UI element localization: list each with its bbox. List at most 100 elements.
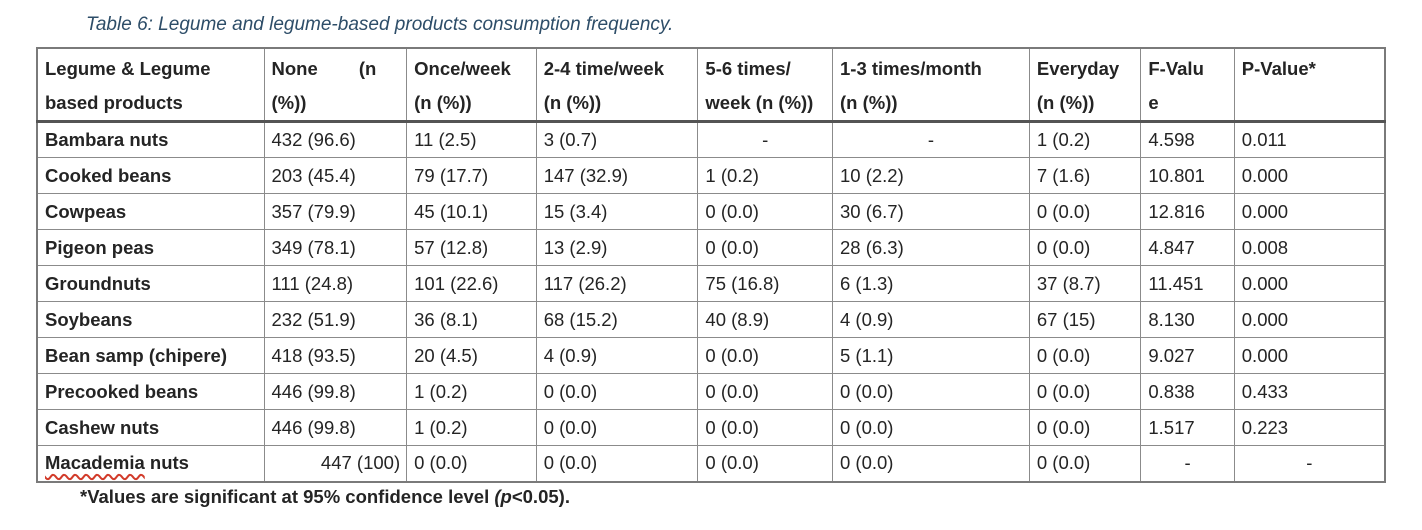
table-cell: 11 (2.5) xyxy=(406,121,537,158)
table-cell: 0.433 xyxy=(1233,373,1386,410)
table-cell: 9.027 xyxy=(1140,337,1235,374)
row-label: Cashew nuts xyxy=(36,409,265,446)
table-cell: 1 (0.2) xyxy=(1028,121,1142,158)
column-header-f-value: F-Valu e xyxy=(1140,47,1235,123)
table-cell: 36 (8.1) xyxy=(406,301,537,338)
row-label: Cooked beans xyxy=(36,157,265,194)
header-row: Legume & Legume based products None (n (%))… xyxy=(36,47,1386,123)
table-cell: 0.838 xyxy=(1140,373,1235,410)
table-cell: 6 (1.3) xyxy=(832,265,1030,302)
table-cell: 0.000 xyxy=(1233,265,1386,302)
column-header-p-value: P-Value* xyxy=(1233,47,1386,123)
header-line: (n (%)) xyxy=(414,92,472,113)
table-cell: 67 (15) xyxy=(1028,301,1142,338)
table-row: Bean samp (chipere) 418 (93.5) 20 (4.5) 4 (… xyxy=(36,337,1386,374)
column-header-everyday: Everyday (n (%)) xyxy=(1028,47,1142,123)
header-line: (n (%)) xyxy=(1036,92,1095,113)
table-cell: 4.598 xyxy=(1140,121,1235,158)
table-cell: - xyxy=(697,121,833,158)
header-line: F-Valu xyxy=(1148,58,1204,79)
table-cell: 0 (0.0) xyxy=(406,445,537,482)
table-cell: 203 (45.4) xyxy=(263,157,408,194)
header-line: P-Value* xyxy=(1241,58,1316,79)
table-cell: 357 (79.9) xyxy=(263,193,408,230)
table-cell: 15 (3.4) xyxy=(535,193,699,230)
table-cell: 79 (17.7) xyxy=(406,157,537,194)
table-cell: 57 (12.8) xyxy=(406,229,537,266)
table-cell: 117 (26.2) xyxy=(535,265,699,302)
table-cell: 1 (0.2) xyxy=(697,157,833,194)
table-row: Precooked beans 446 (99.8) 1 (0.2) 0 (0.0) 0… xyxy=(36,373,1386,410)
table-cell: - xyxy=(832,121,1030,158)
table-cell: 0.000 xyxy=(1233,157,1386,194)
table-cell: 12.816 xyxy=(1140,193,1235,230)
table-cell: - xyxy=(1233,445,1386,482)
table-row: Pigeon peas 349 (78.1) 57 (12.8) 13 (2.9) 0 … xyxy=(36,229,1386,266)
header-line: week (n (%)) xyxy=(705,92,814,113)
table-cell: 37 (8.7) xyxy=(1028,265,1142,302)
table-cell: 111 (24.8) xyxy=(263,265,408,302)
table-cell: 0 (0.0) xyxy=(1028,337,1142,374)
table-cell: 20 (4.5) xyxy=(406,337,537,374)
table-cell: 0 (0.0) xyxy=(697,229,833,266)
row-label: Precooked beans xyxy=(36,373,265,410)
table-cell: 0 (0.0) xyxy=(697,373,833,410)
column-header-once-week: Once/week (n (%)) xyxy=(406,47,537,123)
table-cell: 8.130 xyxy=(1140,301,1235,338)
table-cell: 0.000 xyxy=(1233,301,1386,338)
table-cell: 11.451 xyxy=(1140,265,1235,302)
footnote-text-prefix: *Values are significant at 95% confidenc… xyxy=(80,486,495,507)
header-line: (n (%)) xyxy=(840,92,898,113)
consumption-table: Legume & Legume based products None (n (%))… xyxy=(36,47,1386,483)
table-cell: 0 (0.0) xyxy=(535,409,699,446)
header-line: 5-6 times/ xyxy=(705,58,791,79)
header-line: 2-4 time/week xyxy=(543,58,665,79)
table-cell: 4.847 xyxy=(1140,229,1235,266)
table-cell: 447 (100) xyxy=(263,445,408,482)
table-cell: 147 (32.9) xyxy=(535,157,699,194)
table-cell: 0 (0.0) xyxy=(697,409,833,446)
table-cell: 7 (1.6) xyxy=(1028,157,1142,194)
table-cell: 10.801 xyxy=(1140,157,1235,194)
header-line: (n (%)) xyxy=(543,92,602,113)
table-cell: 446 (99.8) xyxy=(263,373,408,410)
table-cell: 0.008 xyxy=(1233,229,1386,266)
table-body: Bambara nuts 432 (96.6) 11 (2.5) 3 (0.7) - -1… xyxy=(36,121,1386,482)
table-row: Groundnuts 111 (24.8) 101 (22.6) 117 (26.2)… xyxy=(36,265,1386,302)
table-caption: Table 6: Legume and legume-based product… xyxy=(86,14,674,35)
table-row: Cowpeas 357 (79.9) 45 (10.1) 15 (3.4) 0 (0.0… xyxy=(36,193,1386,230)
table-cell: 418 (93.5) xyxy=(263,337,408,374)
table-cell: 0.011 xyxy=(1233,121,1386,158)
table-cell: 101 (22.6) xyxy=(406,265,537,302)
header-line: Once/week xyxy=(414,58,511,79)
table-cell: 0 (0.0) xyxy=(535,445,699,482)
header-line: based products xyxy=(45,92,183,113)
table-cell: 0 (0.0) xyxy=(1028,445,1142,482)
row-label: Bean samp (chipere) xyxy=(36,337,265,374)
table-footnote: *Values are significant at 95% confidenc… xyxy=(80,486,570,508)
row-label: Bambara nuts xyxy=(36,121,265,158)
table-cell: 68 (15.2) xyxy=(535,301,699,338)
header-line: (%)) xyxy=(271,92,307,113)
table-cell: 0.223 xyxy=(1233,409,1386,446)
table-cell: 5 (1.1) xyxy=(832,337,1030,374)
table-cell: 40 (8.9) xyxy=(697,301,833,338)
row-label-rest: nuts xyxy=(144,452,189,474)
table-cell: 0 (0.0) xyxy=(1028,193,1142,230)
table-row: Bambara nuts 432 (96.6) 11 (2.5) 3 (0.7) - -1… xyxy=(36,121,1386,158)
table-cell: 0 (0.0) xyxy=(832,445,1030,482)
column-header-products: Legume & Legume based products xyxy=(36,47,265,123)
table-cell: 0.000 xyxy=(1233,193,1386,230)
header-line: None (n xyxy=(271,58,377,79)
header-line: 1-3 times/month xyxy=(840,58,982,79)
row-label: Pigeon peas xyxy=(36,229,265,266)
table-cell: 4 (0.9) xyxy=(535,337,699,374)
table-row: Cashew nuts 446 (99.8) 1 (0.2) 0 (0.0) 0 (0.… xyxy=(36,409,1386,446)
table-cell: 0 (0.0) xyxy=(697,193,833,230)
table-cell: 30 (6.7) xyxy=(832,193,1030,230)
footnote-text-suffix: <0.05). xyxy=(511,486,570,507)
table-cell: 0.000 xyxy=(1233,337,1386,374)
column-header-none: None (n (%)) xyxy=(263,47,408,123)
table-cell: 0 (0.0) xyxy=(1028,373,1142,410)
